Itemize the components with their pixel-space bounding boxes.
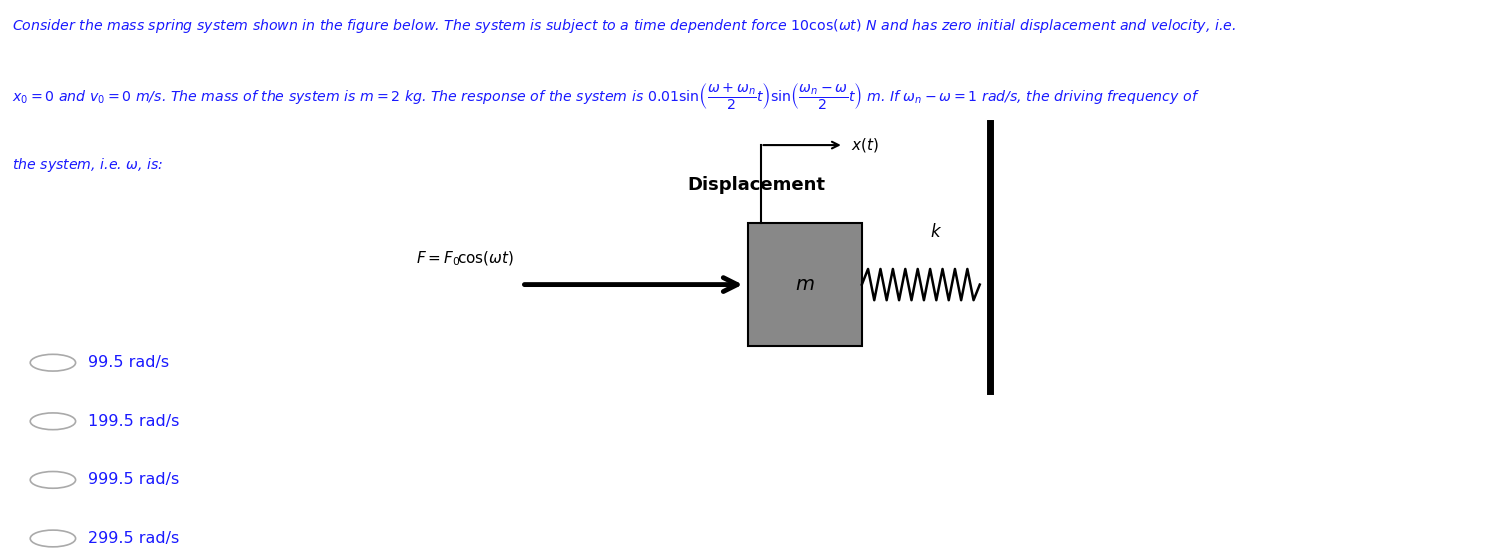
Text: $k$: $k$ (930, 223, 942, 241)
Text: 999.5 rad/s: 999.5 rad/s (88, 473, 178, 487)
Text: $x(t)$: $x(t)$ (851, 136, 878, 154)
Text: 199.5 rad/s: 199.5 rad/s (88, 414, 178, 429)
Text: 99.5 rad/s: 99.5 rad/s (88, 355, 169, 370)
Text: Displacement: Displacement (686, 176, 826, 194)
Text: Consider the mass spring system shown in the figure below. The system is subject: Consider the mass spring system shown in… (12, 17, 1237, 35)
Text: $m$: $m$ (795, 275, 815, 294)
Text: $x_0 = 0$ and $v_0 = 0$ m/s. The mass of the system is $m = 2$ kg. The response : $x_0 = 0$ and $v_0 = 0$ m/s. The mass of… (12, 81, 1201, 111)
Text: $F = F_0\!\cos(\omega t)$: $F = F_0\!\cos(\omega t)$ (416, 249, 514, 268)
Text: the system, i.e. $\omega$, is:: the system, i.e. $\omega$, is: (12, 156, 163, 174)
Text: 299.5 rad/s: 299.5 rad/s (88, 531, 178, 546)
Bar (748, 223, 862, 346)
